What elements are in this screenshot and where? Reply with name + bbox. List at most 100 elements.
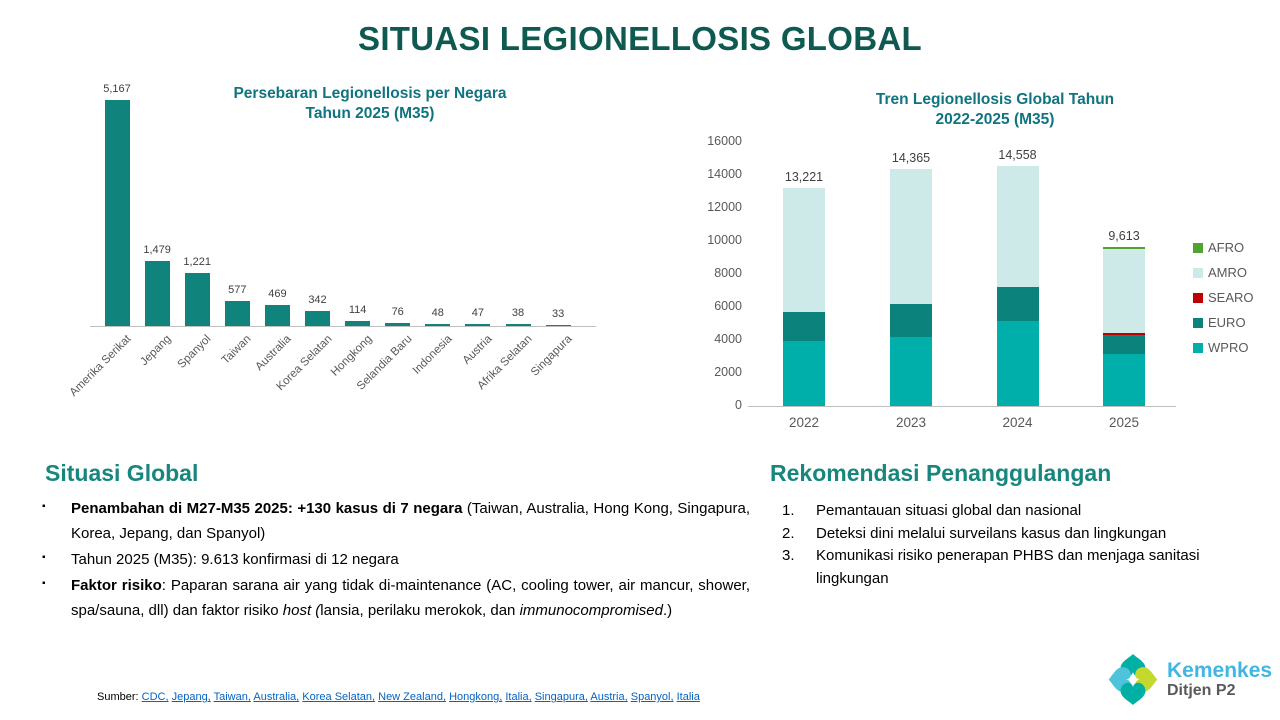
- y-axis-tick-label: 12000: [707, 200, 742, 214]
- stacked-bar-segment-wpro: [783, 341, 825, 406]
- stacked-bar-segment-euro: [890, 303, 932, 337]
- bar: [545, 324, 571, 326]
- source-label: Sumber:: [97, 691, 139, 703]
- chart-persebaran-per-negara: Persebaran Legionellosis per Negara Tahu…: [68, 75, 700, 450]
- list-item-text: Komunikasi risiko penerapan PHBS dan men…: [816, 547, 1200, 587]
- stacked-bar-segment-amro: [996, 165, 1039, 288]
- bullet-text-segment: Penambahan di M27-M35 2025: +130 kasus d…: [71, 500, 463, 517]
- source-link-cdc[interactable]: CDC,: [141, 691, 169, 703]
- bar: [264, 305, 290, 326]
- bullet-list: ▪ Penambahan di M27-M35 2025: +130 kasus …: [42, 496, 750, 624]
- bar: [385, 322, 411, 326]
- source-link-new-zealand[interactable]: New Zealand,: [378, 691, 446, 703]
- stacked-bar-segment-amro: [783, 187, 825, 313]
- bar: [425, 323, 451, 326]
- stacked-bar-segment-afro: [1103, 246, 1145, 249]
- x-axis-category-label: 2024: [1002, 415, 1033, 430]
- source-link-singapura[interactable]: Singapura,: [534, 691, 588, 703]
- source-link-jepang[interactable]: Jepang,: [171, 691, 211, 703]
- bullet-text-segment: : Paparan sarana air yang tidak di-maint…: [71, 577, 750, 620]
- source-link-spanyol[interactable]: Spanyol,: [630, 691, 674, 703]
- bar-value-label: 1,479: [143, 244, 171, 257]
- section-heading-rekomendasi: Rekomendasi Penanggulangan: [770, 460, 1112, 486]
- bar-value-label: 48: [431, 306, 444, 319]
- legend-swatch: [1193, 317, 1203, 328]
- bullet-marker: ▪: [42, 501, 46, 512]
- bar-value-label: 5,167: [103, 83, 131, 95]
- y-axis-tick-label: 14000: [707, 167, 742, 181]
- bar: [144, 261, 170, 326]
- x-axis-category-label: 2025: [1108, 415, 1140, 430]
- legend-label: AMRO: [1208, 265, 1247, 280]
- bullet-text: Faktor risiko: Paparan sarana air yang t…: [71, 573, 750, 623]
- bullet-item: ▪ Tahun 2025 (M35): 9.613 konfirmasi di 1…: [42, 547, 750, 572]
- legend-swatch: [1193, 292, 1203, 303]
- chart-tren-global: Tren Legionellosis Global Tahun 2022-202…: [690, 88, 1280, 448]
- source-line: Sumber: CDC, Jepang, Taiwan, Australia, …: [97, 691, 700, 703]
- list-item-number: 1.: [782, 502, 795, 519]
- bar-value-label: 342: [308, 294, 327, 307]
- bar-value-label: 38: [511, 307, 525, 320]
- y-axis-tick-label: 8000: [714, 266, 742, 280]
- y-axis-tick-label: 6000: [714, 299, 742, 313]
- bullet-text-segment: Tahun 2025 (M35): 9.613 konfirmasi di 12…: [71, 551, 399, 569]
- source-link-taiwan[interactable]: Taiwan,: [213, 691, 251, 703]
- source-link-australia[interactable]: Australia,: [253, 691, 300, 703]
- source-link-italia[interactable]: Italia: [676, 691, 700, 703]
- bullet-text-segment: immunocompromised: [519, 602, 663, 620]
- stacked-bar-segment-amro: [1103, 248, 1145, 334]
- chart-title-line2: 2022-2025 (M35): [935, 111, 1055, 128]
- bullet-text-segment: Faktor risiko: [71, 577, 162, 595]
- total-label: 14,365: [891, 150, 931, 165]
- list-item-text: Pemantauan situasi global dan nasional: [816, 502, 1082, 519]
- bullet-text-segment: (Taiwan, Australia, Hong Kong, Singapura…: [71, 500, 750, 543]
- x-axis-category-label: 2022: [788, 415, 820, 430]
- x-axis-category-label: 2023: [895, 415, 927, 430]
- bullet-marker: ▪: [42, 552, 46, 564]
- bullet-item: ▪ Penambahan di M27-M35 2025: +130 kasus …: [42, 496, 750, 546]
- stacked-bar-segment-euro: [783, 312, 825, 342]
- source-link-austria[interactable]: Austria,: [590, 691, 628, 703]
- list-item-number: 2.: [782, 524, 795, 542]
- bar: [184, 272, 210, 326]
- source-link-korea-selatan[interactable]: Korea Selatan,: [302, 691, 376, 703]
- legend-item: EURO: [1193, 315, 1246, 330]
- stacked-bar-segment-wpro: [1103, 354, 1145, 406]
- bar-value-label: 577: [228, 283, 247, 296]
- numbered-list: 1. Pemantauan situasi global dan nasional…: [782, 500, 1234, 590]
- bar: [505, 324, 531, 326]
- legend-item: WPRO: [1193, 340, 1248, 355]
- bar: [465, 323, 491, 326]
- bar-value-label: 469: [268, 288, 287, 301]
- legend-item: AFRO: [1193, 240, 1244, 255]
- chart-title-line1: Tren Legionellosis Global Tahun: [875, 91, 1115, 108]
- legend-swatch: [1193, 242, 1203, 253]
- kemenkes-logo-icon: [1108, 654, 1158, 705]
- bar: [104, 100, 130, 326]
- bullet-text-segment: host (: [282, 602, 321, 620]
- y-axis-tick-label: 16000: [707, 134, 742, 148]
- y-axis-tick-label: 4000: [714, 332, 742, 346]
- total-label: 13,221: [784, 169, 824, 184]
- bar-value-label: 33: [551, 307, 565, 320]
- bullet-text: Tahun 2025 (M35): 9.613 konfirmasi di 12…: [71, 547, 750, 572]
- legend-label: WPRO: [1208, 340, 1249, 355]
- bullet-marker: ▪: [42, 578, 46, 590]
- logo-brand-text: Kemenkes: [1167, 658, 1273, 682]
- bar-value-label: 114: [348, 304, 367, 316]
- x-axis-line: [90, 326, 596, 327]
- bar-value-label: 76: [391, 305, 404, 318]
- stacked-bar-segment-amro: [890, 168, 932, 304]
- logo-subtitle-text: Ditjen P2: [1167, 681, 1236, 699]
- section-heading-situasi-global: Situasi Global: [45, 460, 199, 486]
- legend-swatch: [1193, 267, 1203, 278]
- source-link-italia[interactable]: Italia,: [505, 691, 532, 703]
- page-title: SITUASI LEGIONELLOSIS GLOBAL: [358, 20, 922, 57]
- chart-title: Tren Legionellosis Global Tahun 2022-202…: [795, 90, 1195, 130]
- source-link-hongkong[interactable]: Hongkong,: [449, 691, 503, 703]
- y-axis-tick-label: 0: [735, 398, 742, 412]
- bar: [305, 311, 330, 326]
- bar-value-label: 1,221: [183, 255, 211, 268]
- stacked-bar-segment-euro: [1103, 335, 1145, 355]
